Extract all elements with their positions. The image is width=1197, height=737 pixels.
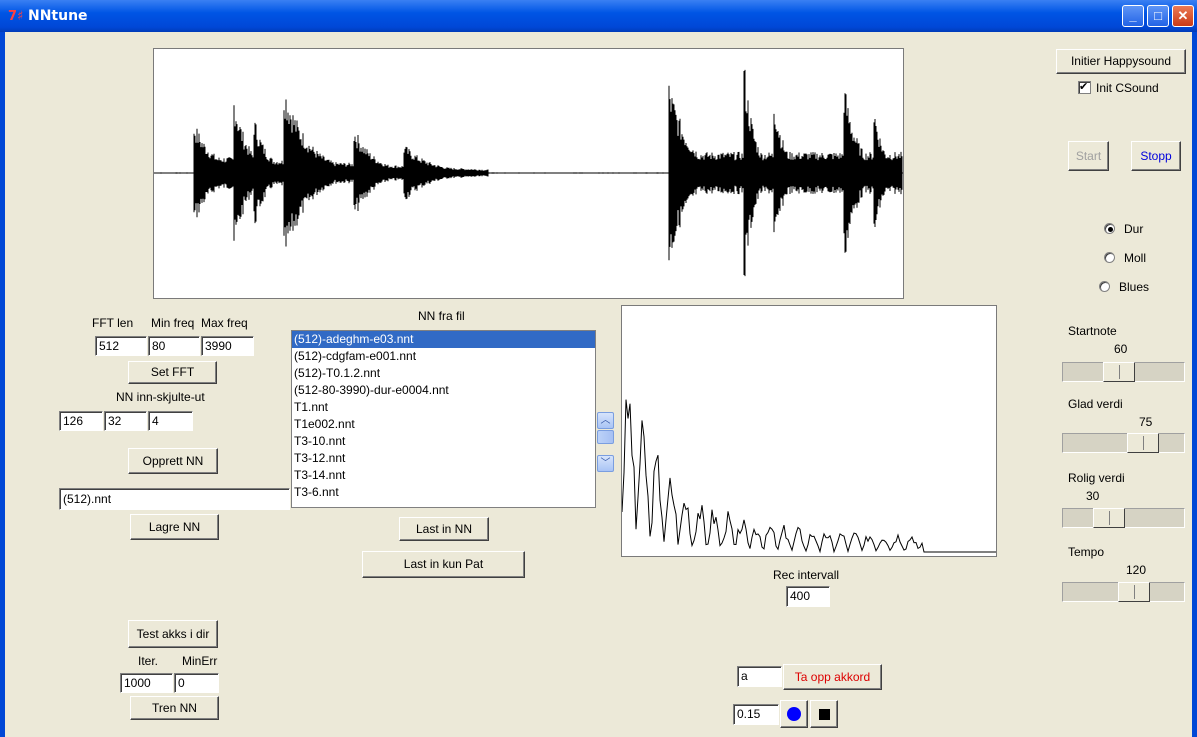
tempo-label: Tempo — [1068, 545, 1105, 559]
nn-file-listbox[interactable]: (512)-adeghm-e03.nnt (512)-cdgfam-e001.nn… — [291, 330, 596, 508]
minimize-icon: _ — [1129, 8, 1137, 23]
rolig-slider-thumb[interactable] — [1093, 508, 1125, 528]
threshold-field[interactable]: 0.15 — [733, 704, 779, 725]
file-list-item[interactable]: T1.nnt — [294, 400, 329, 414]
fft-len-header: FFT len — [92, 316, 134, 330]
scrollbar-thumb[interactable] — [597, 430, 614, 444]
checkmark-icon: ✔ — [1079, 81, 1089, 93]
radio-blues[interactable] — [1099, 281, 1110, 292]
radio-moll-label: Moll — [1124, 251, 1147, 265]
spectrum-trace — [622, 399, 996, 554]
file-list-item[interactable]: T3-10.nnt — [294, 434, 346, 448]
startnote-slider[interactable] — [1062, 362, 1185, 382]
waveform-display — [153, 48, 904, 299]
record-button[interactable] — [780, 700, 808, 728]
radio-moll[interactable] — [1104, 252, 1115, 263]
init-happysound-button[interactable]: Initier Happysound — [1056, 49, 1186, 74]
maximize-button[interactable]: □ — [1147, 5, 1169, 27]
waveform-plot — [154, 69, 903, 277]
close-icon: ✕ — [1177, 8, 1189, 23]
tempo-slider-thumb[interactable] — [1118, 582, 1150, 602]
nn-layers-label: NN inn-skjulte-ut — [116, 390, 205, 404]
glad-slider[interactable] — [1062, 433, 1185, 453]
title-bar[interactable]: 7♯ NNtune _ □ ✕ — [0, 0, 1197, 32]
init-csound-checkbox[interactable]: ✔ — [1078, 81, 1091, 94]
rolig-slider[interactable] — [1062, 508, 1185, 528]
app-icon: 7♯ — [8, 9, 24, 24]
nn-hidden-field[interactable]: 32 — [104, 411, 147, 431]
file-list-item[interactable]: T3-6.nnt — [294, 485, 339, 499]
init-csound-label: Init CSound — [1096, 81, 1159, 95]
rolig-label: Rolig verdi — [1068, 471, 1125, 485]
file-list-item[interactable]: (512)-T0.1.2.nnt — [294, 366, 381, 380]
file-list-item[interactable]: T1e002.nnt — [294, 417, 355, 431]
file-list-item[interactable]: T3-14.nnt — [294, 468, 346, 482]
save-nn-button[interactable]: Lagre NN — [130, 514, 219, 540]
startnote-slider-thumb[interactable] — [1103, 362, 1135, 382]
min-error-field[interactable]: 0 — [174, 673, 219, 693]
radio-dur-label: Dur — [1124, 222, 1144, 236]
window-frame-left — [0, 32, 5, 737]
load-pattern-button[interactable]: Last in kun Pat — [362, 551, 525, 578]
stop-button[interactable] — [810, 700, 838, 728]
chord-name-field[interactable]: a — [737, 666, 782, 687]
minimize-button[interactable]: _ — [1122, 5, 1144, 27]
radio-dur[interactable] — [1104, 223, 1115, 234]
train-nn-button[interactable]: Tren NN — [130, 696, 219, 720]
close-button[interactable]: ✕ — [1172, 5, 1194, 27]
set-fft-button[interactable]: Set FFT — [128, 361, 217, 384]
window-frame-right — [1192, 32, 1197, 737]
glad-slider-thumb[interactable] — [1127, 433, 1159, 453]
iterations-field[interactable]: 1000 — [120, 673, 173, 693]
nn-input-field[interactable]: 126 — [59, 411, 103, 431]
chevron-down-icon: ﹀ — [600, 458, 611, 469]
nn-output-field[interactable]: 4 — [148, 411, 193, 431]
window-title: NNtune — [28, 8, 88, 24]
startnote-value: 60 — [1114, 342, 1128, 356]
rec-interval-field[interactable]: 400 — [786, 586, 830, 607]
load-nn-button[interactable]: Last in NN — [399, 517, 489, 541]
minerr-label: MinErr — [182, 654, 218, 668]
max-freq-header: Max freq — [201, 316, 248, 330]
rolig-value: 30 — [1086, 489, 1100, 503]
tempo-value: 120 — [1126, 563, 1147, 577]
file-list-item[interactable]: (512)-cdgfam-e001.nnt — [294, 349, 417, 363]
test-accuracy-button[interactable]: Test akks i dir — [128, 620, 218, 648]
rec-interval-label: Rec intervall — [773, 568, 840, 582]
scroll-down-button[interactable]: ﹀ — [597, 455, 614, 472]
stop-square-icon — [819, 709, 830, 720]
startnote-label: Startnote — [1068, 324, 1117, 338]
start-button[interactable]: Start — [1068, 141, 1109, 171]
file-list-label: NN fra fil — [418, 309, 465, 323]
file-list-item[interactable]: (512)-adeghm-e03.nnt — [292, 331, 595, 348]
create-nn-button[interactable]: Opprett NN — [128, 448, 218, 474]
max-freq-field[interactable]: 3990 — [201, 336, 254, 356]
min-freq-field[interactable]: 80 — [148, 336, 200, 356]
file-list-item[interactable]: T3-12.nnt — [294, 451, 346, 465]
spectrum-plot — [622, 399, 996, 554]
record-chord-button[interactable]: Ta opp akkord — [783, 664, 882, 690]
maximize-icon: □ — [1154, 8, 1162, 23]
glad-label: Glad verdi — [1068, 397, 1123, 411]
stop-playback-button[interactable]: Stopp — [1131, 141, 1181, 171]
record-dot-icon — [787, 707, 801, 721]
chevron-up-icon: ︿ — [600, 415, 611, 426]
scroll-up-button[interactable]: ︿ — [597, 412, 614, 429]
glad-value: 75 — [1139, 415, 1153, 429]
file-list-item[interactable]: (512-80-3990)-dur-e0004.nnt — [294, 383, 449, 397]
min-freq-header: Min freq — [151, 316, 195, 330]
iter-label: Iter. — [138, 654, 159, 668]
tempo-slider[interactable] — [1062, 582, 1185, 602]
spectrum-display — [621, 305, 997, 557]
radio-blues-label: Blues — [1119, 280, 1150, 294]
nn-filename-field[interactable]: (512).nnt — [59, 488, 290, 510]
fft-len-field[interactable]: 512 — [95, 336, 147, 356]
